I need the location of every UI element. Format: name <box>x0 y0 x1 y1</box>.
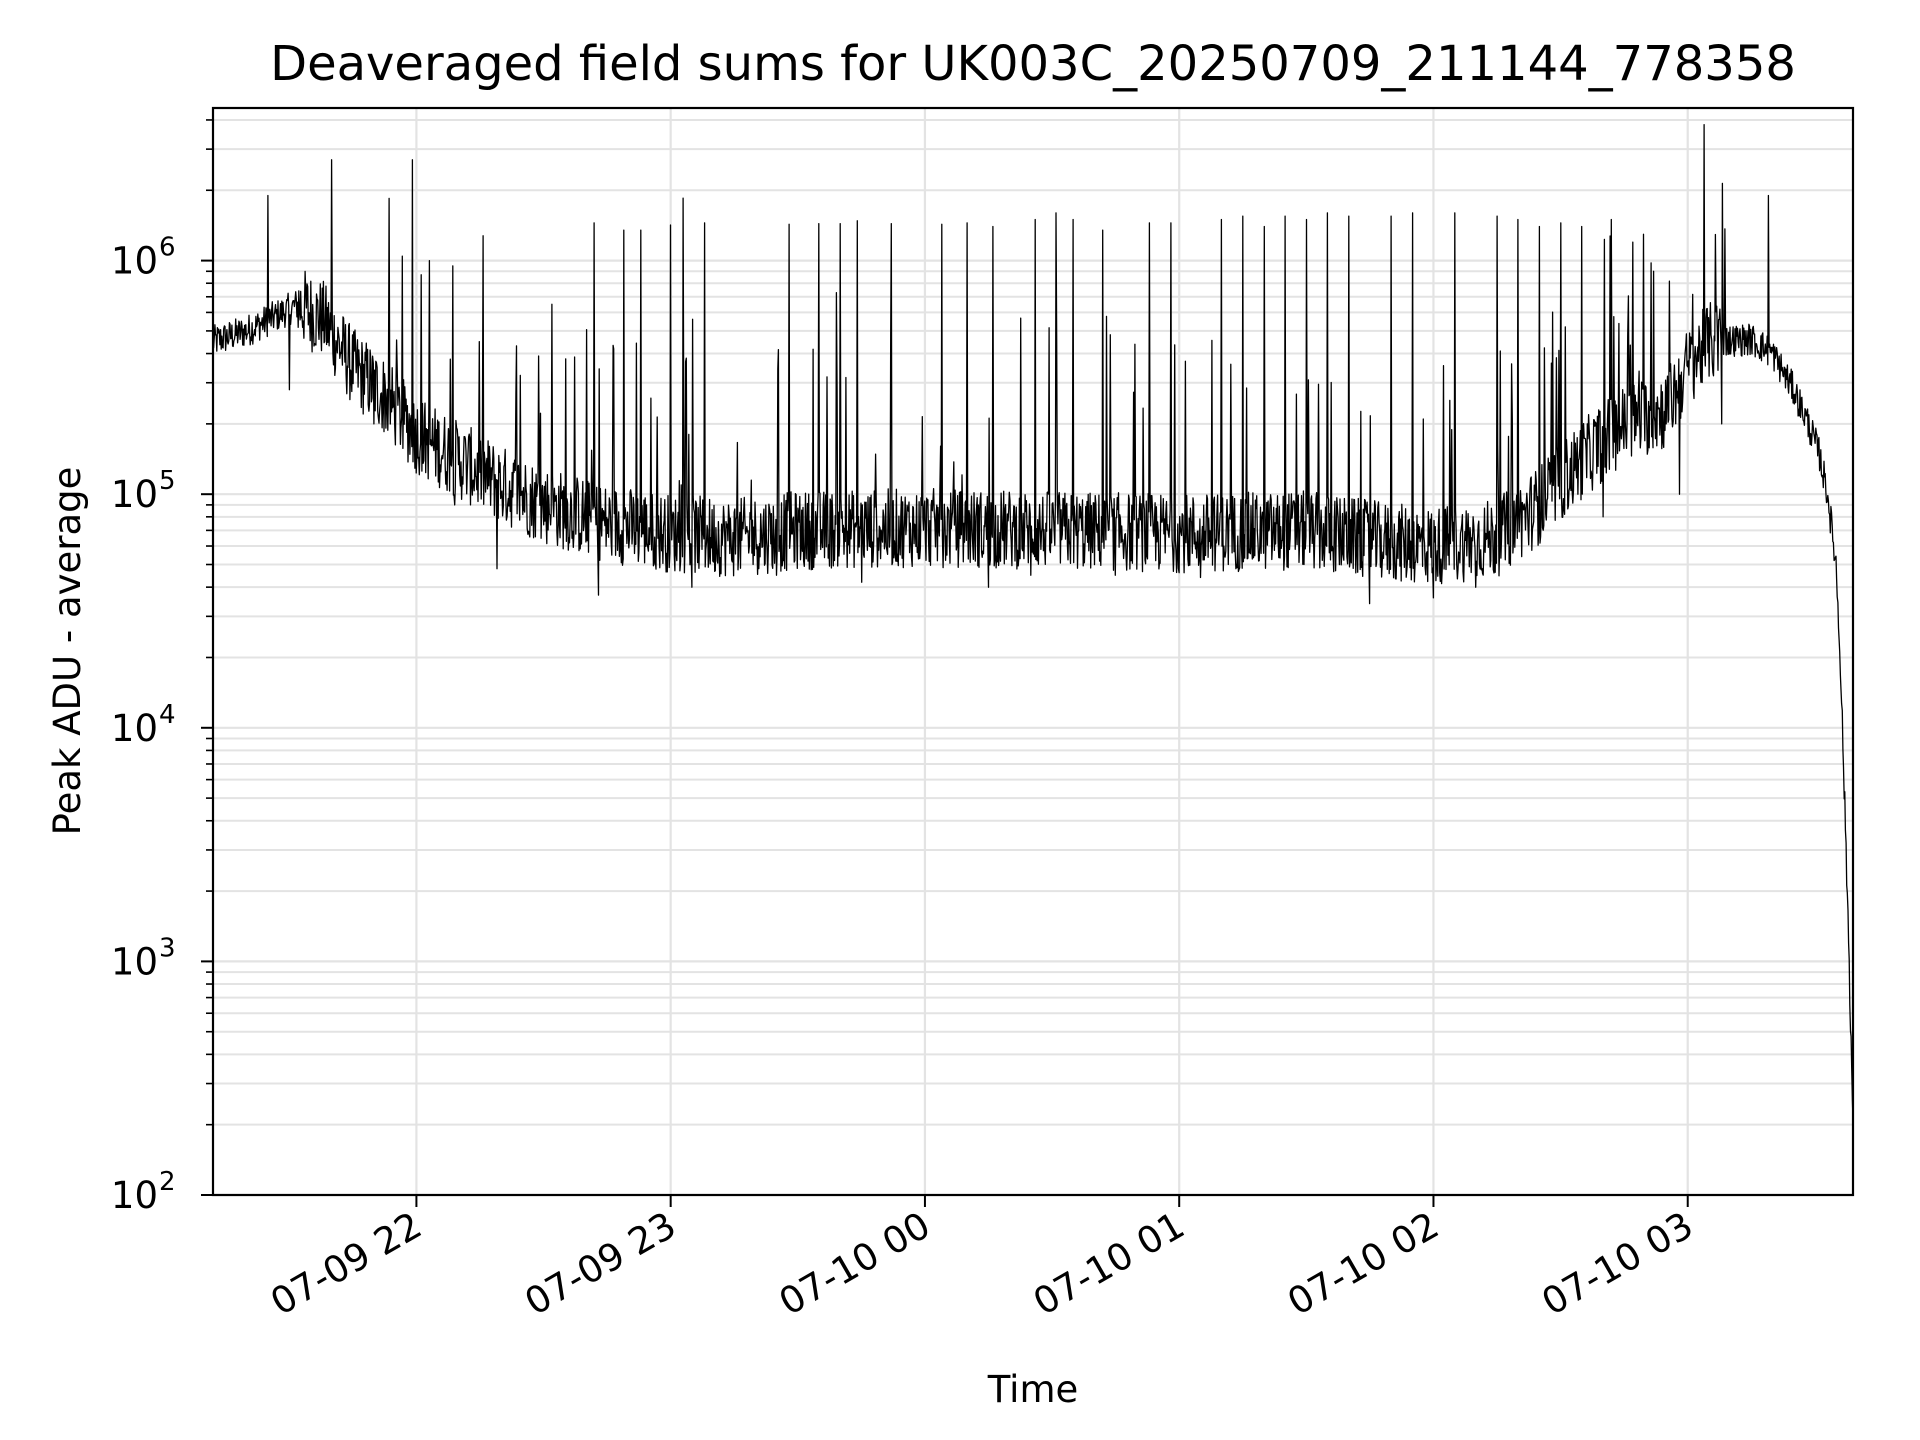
x-tick-label: 07-10 00 <box>772 1204 938 1324</box>
plot-frame <box>211 106 1855 1197</box>
y-tick-label: 10 <box>111 240 158 283</box>
chart-title: Deaveraged field sums for UK003C_2025070… <box>270 36 1796 92</box>
y-tick-label: 10 <box>111 1174 158 1217</box>
x-tick-label: 07-09 22 <box>263 1204 429 1324</box>
y-tick-label: 10 <box>111 940 158 983</box>
x-tick-label: 07-10 01 <box>1026 1204 1192 1324</box>
y-tick-exponent: 6 <box>159 233 176 263</box>
y-tick-exponent: 3 <box>159 933 176 963</box>
x-tick-label: 07-10 02 <box>1280 1204 1446 1324</box>
grid-lines <box>213 108 1853 1197</box>
x-axis-label: Time <box>987 1368 1079 1411</box>
y-axis-label: Peak ADU - average <box>46 467 89 836</box>
y-tick-exponent: 2 <box>159 1167 176 1197</box>
x-tick-label: 07-09 23 <box>518 1204 684 1324</box>
series-line <box>212 124 1854 1120</box>
y-tick-exponent: 4 <box>159 700 176 730</box>
x-tick-label: 07-10 03 <box>1535 1204 1701 1324</box>
data-layer <box>212 124 1854 1120</box>
y-tick-label: 10 <box>111 707 158 750</box>
y-tick-exponent: 5 <box>159 466 176 496</box>
y-tick-label: 10 <box>111 473 158 516</box>
